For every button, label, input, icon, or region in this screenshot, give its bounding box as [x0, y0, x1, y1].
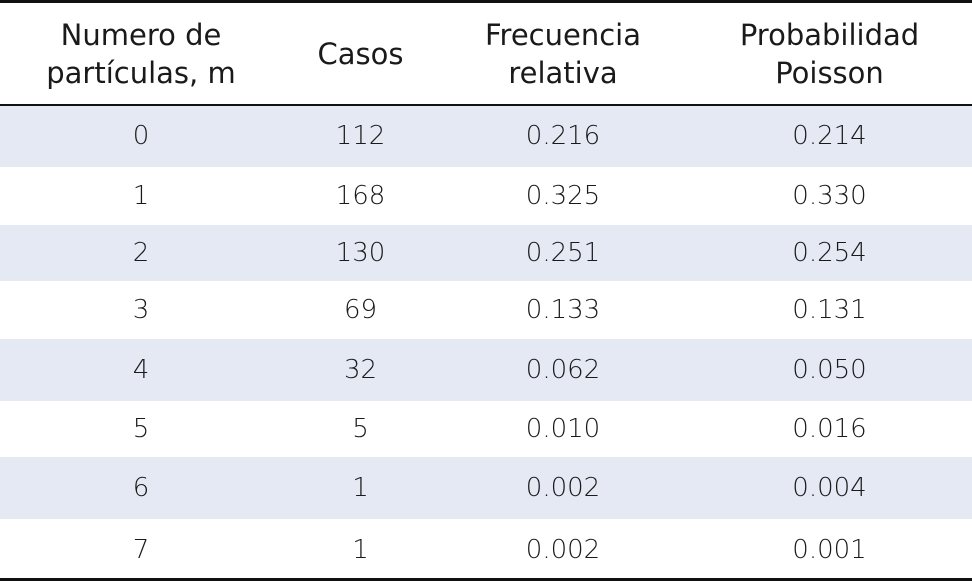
cell-particles: 6: [0, 457, 282, 519]
header-row: Numero de partículas, m Casos Frecuencia…: [0, 3, 972, 104]
table-row: 3 69 0.133 0.131: [0, 281, 972, 339]
cell-relative-frequency: 0.062: [439, 339, 687, 401]
cell-poisson-probability: 0.016: [792, 414, 867, 444]
data-table: Numero de partículas, m Casos Frecuencia…: [0, 3, 972, 581]
cell-cases: 5: [352, 414, 369, 444]
cell-cases: 32: [282, 339, 439, 401]
cell-relative-frequency: 0.010: [525, 414, 601, 444]
cell-relative-frequency: 0.002: [525, 535, 601, 565]
table-row: 0 112 0.216 0.214: [0, 104, 972, 167]
cell-cases: 1: [352, 535, 369, 565]
cell-particles: 7: [132, 535, 150, 565]
cell-poisson-probability: 0.330: [792, 181, 867, 211]
cell-poisson-probability: 0.001: [792, 535, 867, 565]
cell-relative-frequency: 0.251: [439, 225, 687, 281]
table-row: 7 1 0.002 0.001: [0, 519, 972, 581]
cell-particles: 2: [0, 225, 282, 281]
header-poisson-probability: Probabilidad Poisson: [739, 17, 920, 90]
cell-cases: 1: [282, 457, 439, 519]
header-particles: Numero de partículas, m: [46, 17, 236, 90]
cell-particles: 1: [132, 181, 150, 211]
cell-relative-frequency: 0.002: [439, 457, 687, 519]
table-row: 1 168 0.325 0.330: [0, 167, 972, 225]
cell-relative-frequency: 0.133: [525, 295, 601, 325]
cell-cases: 168: [335, 181, 386, 211]
cell-poisson-probability: 0.050: [687, 339, 972, 401]
cell-poisson-probability: 0.214: [687, 104, 972, 167]
cell-poisson-probability: 0.004: [687, 457, 972, 519]
top-rule: [0, 0, 972, 3]
cell-cases: 130: [282, 225, 439, 281]
header-relative-frequency: Frecuencia relativa: [484, 17, 642, 90]
table-row: 4 32 0.062 0.050: [0, 339, 972, 401]
bottom-rule: [0, 578, 972, 581]
cell-cases: 112: [282, 104, 439, 167]
cell-relative-frequency: 0.216: [439, 104, 687, 167]
cell-particles: 0: [0, 104, 282, 167]
table-row: 6 1 0.002 0.004: [0, 457, 972, 519]
cell-particles: 4: [0, 339, 282, 401]
table-row: 2 130 0.251 0.254: [0, 225, 972, 281]
cell-relative-frequency: 0.325: [525, 181, 601, 211]
cell-particles: 5: [132, 414, 150, 444]
cell-poisson-probability: 0.131: [792, 295, 867, 325]
cell-cases: 69: [343, 295, 378, 325]
cell-particles: 3: [132, 295, 150, 325]
header-rule: [0, 104, 972, 106]
table-row: 5 5 0.010 0.016: [0, 401, 972, 457]
cell-poisson-probability: 0.254: [687, 225, 972, 281]
header-cases: Casos: [317, 36, 404, 71]
